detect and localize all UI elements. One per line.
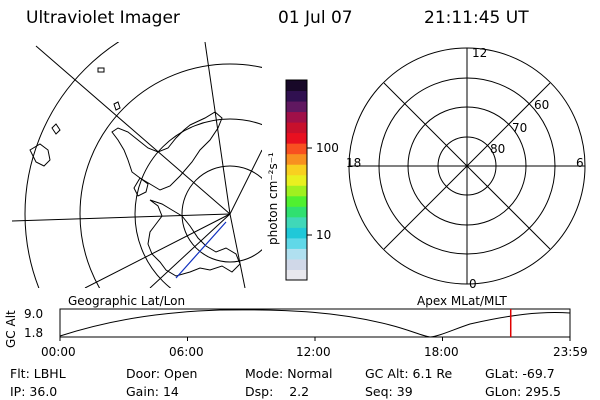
colorbar-frame (285, 79, 308, 281)
colorbar-segment (286, 122, 307, 134)
geographic-map (12, 42, 262, 288)
coastline (147, 199, 241, 277)
island-coastline (29, 143, 51, 167)
mlt-label-right: 6 (576, 156, 584, 170)
altitude-xtick: 18:00 (424, 345, 459, 359)
ip-info: IP: 36.0 (10, 384, 58, 399)
altitude-plot-frame (59, 308, 571, 338)
glat-value: -69.7 (522, 366, 555, 381)
altitude-curve (59, 309, 571, 338)
filter-info: Flt: LBHL (10, 366, 66, 381)
colorbar-segment (286, 258, 307, 270)
mlt-label-bottom: 0 (469, 277, 477, 291)
colorbar-segment (286, 164, 307, 176)
door-value: Open (164, 366, 198, 381)
lat-circle (134, 118, 262, 288)
colorbar-segment (286, 195, 307, 207)
gain-value: 14 (162, 384, 179, 399)
colorbar-segment (286, 185, 307, 197)
colorbar-tick-label: 100 (316, 141, 339, 155)
coastline (133, 177, 149, 197)
meridian-line (229, 213, 246, 288)
instrument-title: Ultraviolet Imager (26, 8, 180, 28)
meridian-line (12, 213, 231, 222)
right-map-caption: Apex MLat/MLT (417, 294, 507, 308)
gcalt-value: 6.1 Re (412, 366, 453, 381)
altitude-ytick: 9.0 (24, 307, 44, 321)
ip-value: 36.0 (29, 384, 58, 399)
mlt-label-top: 12 (472, 46, 488, 60)
gcalt-info: GC Alt: 6.1 Re (365, 366, 453, 381)
time-label: 21:11:45 UT (424, 8, 529, 28)
colorbar (286, 80, 307, 281)
colorbar-segment (286, 132, 307, 144)
meridian-line (149, 213, 231, 288)
altitude-xtick: 06:00 (169, 345, 204, 359)
altitude-xtick: 00:00 (41, 345, 76, 359)
colorbar-segment (286, 248, 307, 260)
altitude-xtick: 23:59 (553, 345, 588, 359)
dsp-info: Dsp: 2.2 (245, 384, 310, 399)
altitude-xtick: 12:00 (296, 345, 331, 359)
seq-value: 39 (396, 384, 413, 399)
colorbar-segment (286, 111, 307, 123)
island-coastline (113, 101, 121, 111)
colorbar-tick-label: 10 (316, 228, 332, 242)
date-label: 01 Jul 07 (278, 8, 353, 28)
lat-circle (24, 42, 120, 288)
meridian-line (84, 213, 231, 288)
colorbar-segment (286, 153, 307, 165)
island-coastline (51, 123, 61, 135)
satellite-track (175, 221, 227, 279)
door-info: Door: Open (126, 366, 198, 381)
altitude-ytick: 1.8 (24, 326, 44, 340)
lat-circle (181, 165, 262, 263)
apex-polar-plot (348, 47, 586, 285)
colorbar-segment (286, 90, 307, 102)
dsp-value: 2.2 (289, 384, 310, 399)
filter-value: LBHL (33, 366, 66, 381)
colorbar-segment (286, 269, 307, 281)
lat-circle (79, 63, 262, 288)
colorbar-segment (286, 101, 307, 113)
colorbar-segment (286, 227, 307, 239)
left-map-caption: Geographic Lat/Lon (68, 294, 186, 308)
colorbar-segment (286, 80, 307, 92)
mode-info: Mode: Normal (245, 366, 333, 381)
colorbar-segment (286, 206, 307, 218)
colorbar-segment (286, 174, 307, 186)
colorbar-segment (286, 237, 307, 249)
coastline (111, 111, 223, 191)
mlt-label-left: 18 (346, 156, 362, 170)
mode-value: Normal (287, 366, 333, 381)
seq-info: Seq: 39 (365, 384, 413, 399)
colorbar-unit-label: photon cm⁻²s⁻¹ (266, 152, 280, 245)
island-coastline (97, 67, 105, 73)
glat-info: GLat: -69.7 (485, 366, 555, 381)
mlat-label: 60 (534, 98, 550, 112)
altitude-ylabel: GC Alt (4, 310, 18, 348)
mlt-line (383, 82, 551, 250)
altitude-plot (59, 308, 571, 341)
gain-info: Gain: 14 (126, 384, 179, 399)
mlat-label: 70 (512, 121, 528, 135)
glon-value: 295.5 (525, 384, 561, 399)
mlat-label: 80 (490, 142, 506, 156)
glon-info: GLon: 295.5 (485, 384, 561, 399)
meridian-line (229, 149, 262, 215)
colorbar-segment (286, 143, 307, 155)
colorbar-segment (286, 216, 307, 228)
meridian-line (35, 45, 231, 215)
